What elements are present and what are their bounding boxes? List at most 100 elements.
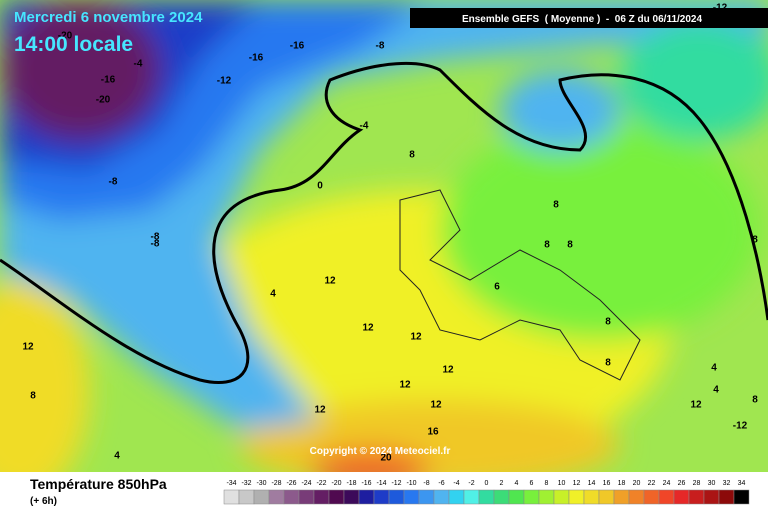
contour-label: -20 bbox=[96, 95, 111, 106]
contour-label: 12 bbox=[410, 332, 422, 343]
scale-label: -12 bbox=[391, 480, 401, 487]
contour-label: -8 bbox=[376, 41, 385, 52]
scale-cell bbox=[238, 489, 255, 505]
contour-label: 12 bbox=[690, 400, 702, 411]
scale-label: 28 bbox=[693, 480, 701, 487]
contour-label: -12 bbox=[217, 76, 232, 87]
contour-label: 16 bbox=[427, 427, 439, 438]
scale-cell bbox=[628, 489, 645, 505]
scale-label: -26 bbox=[286, 480, 296, 487]
contour-label: 4 bbox=[114, 451, 120, 462]
scale-cell bbox=[298, 489, 315, 505]
contour-label: 4 bbox=[270, 289, 276, 300]
scale-label: 14 bbox=[588, 480, 596, 487]
scale-cell bbox=[388, 489, 405, 505]
contour-label: 6 bbox=[494, 282, 500, 293]
contour-label: 8 bbox=[567, 240, 573, 251]
scale-label: -10 bbox=[406, 480, 416, 487]
contour-label: 8 bbox=[553, 200, 559, 211]
contour-label: 8 bbox=[544, 240, 550, 251]
scale-cell bbox=[643, 489, 660, 505]
date: Mercredi 6 novembre 2024 bbox=[14, 9, 203, 26]
scale-cell bbox=[313, 489, 330, 505]
scale-label: -28 bbox=[271, 480, 281, 487]
scale-cell bbox=[718, 489, 735, 505]
scale-cell bbox=[598, 489, 615, 505]
contour-label: 12 bbox=[399, 380, 411, 391]
contour-label: 12 bbox=[362, 323, 374, 334]
scale-label: 2 bbox=[500, 480, 504, 487]
scale-cell bbox=[223, 489, 240, 505]
scale-label: -32 bbox=[241, 480, 251, 487]
contour-label: 8 bbox=[752, 235, 758, 246]
scale-cell bbox=[328, 489, 345, 505]
scale-label: 12 bbox=[573, 480, 581, 487]
scale-cell bbox=[493, 489, 510, 505]
scale-label: -2 bbox=[468, 480, 474, 487]
scale-cell bbox=[283, 489, 300, 505]
scale-cell bbox=[673, 489, 690, 505]
scale-label: 8 bbox=[545, 480, 549, 487]
contour-label: 20 bbox=[380, 453, 392, 464]
scale-label: 0 bbox=[485, 480, 489, 487]
contour-label: 8 bbox=[605, 358, 611, 369]
temperature-field bbox=[0, 0, 768, 472]
contour-label: 12 bbox=[442, 365, 454, 376]
contour-label: -8 bbox=[109, 177, 118, 188]
scale-label: -4 bbox=[453, 480, 459, 487]
variable: Température 850hPa bbox=[30, 476, 167, 492]
scale-cell bbox=[508, 489, 525, 505]
contour-label: -12 bbox=[733, 421, 748, 432]
scale-cell bbox=[433, 489, 450, 505]
scale-label: -18 bbox=[346, 480, 356, 487]
scale-cell bbox=[523, 489, 540, 505]
scale-label: 6 bbox=[530, 480, 534, 487]
scale-cell bbox=[373, 489, 390, 505]
scale-label: 26 bbox=[678, 480, 686, 487]
scale-label: 10 bbox=[558, 480, 566, 487]
scale-label: -8 bbox=[423, 480, 429, 487]
scale-label: -16 bbox=[361, 480, 371, 487]
scale-label: 30 bbox=[708, 480, 716, 487]
scale-label: 22 bbox=[648, 480, 656, 487]
scale-label: -24 bbox=[301, 480, 311, 487]
contour-label: 0 bbox=[317, 181, 323, 192]
contour-label: -4 bbox=[360, 121, 369, 132]
contour-label: -20 bbox=[58, 31, 73, 42]
contour-label: 12 bbox=[430, 400, 442, 411]
scale-label: 34 bbox=[738, 480, 746, 487]
scale-label: 18 bbox=[618, 480, 626, 487]
scale-cell bbox=[568, 489, 585, 505]
lead: (+ 6h) bbox=[30, 496, 57, 507]
contour-label: 8 bbox=[30, 391, 36, 402]
scale-cell bbox=[703, 489, 720, 505]
color-scale: -34 -32 -30 -28 -26 -24 -22 -20 -18 -16 -14 -12 -10-… bbox=[223, 480, 750, 505]
scale-cell bbox=[538, 489, 555, 505]
contour-label: -16 bbox=[101, 75, 116, 86]
scale-label: -34 bbox=[226, 480, 236, 487]
scale-cell bbox=[463, 489, 480, 505]
scale-cell bbox=[418, 489, 435, 505]
scale-cell bbox=[613, 489, 630, 505]
scale-label: 24 bbox=[663, 480, 671, 487]
scale-label: -22 bbox=[316, 480, 326, 487]
contour-label: 4 bbox=[711, 363, 717, 374]
scale-cell bbox=[403, 489, 420, 505]
scale-cell bbox=[448, 489, 465, 505]
copyright: Copyright © 2024 Meteociel.fr bbox=[310, 446, 451, 457]
scale-cell bbox=[268, 489, 285, 505]
scale-label: 16 bbox=[603, 480, 611, 487]
scale-cell bbox=[358, 489, 375, 505]
contour-label: -16 bbox=[249, 53, 264, 64]
contour-label: 8 bbox=[752, 395, 758, 406]
scale-cell bbox=[253, 489, 270, 505]
contour-label: 8 bbox=[605, 317, 611, 328]
contour-label: 12 bbox=[314, 405, 326, 416]
scale-cell bbox=[733, 489, 750, 505]
scale-label: -30 bbox=[256, 480, 266, 487]
model: Ensemble GEFS ( Moyenne ) - 06 Z du 06/1… bbox=[462, 14, 703, 25]
contour-label: -16 bbox=[290, 41, 305, 52]
scale-label: 20 bbox=[633, 480, 641, 487]
